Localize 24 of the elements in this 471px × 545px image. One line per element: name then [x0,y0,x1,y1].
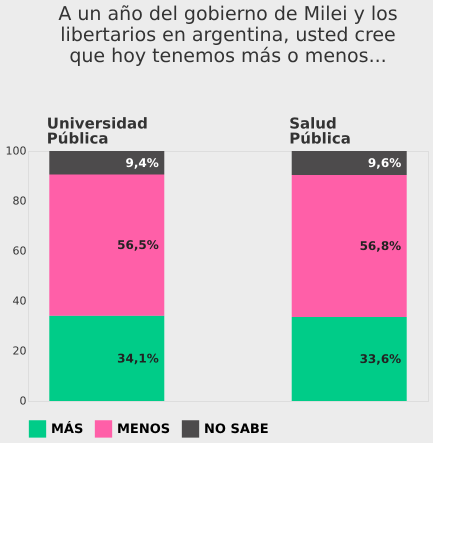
y-tick-label: 80 [12,194,26,208]
y-tick-label: 40 [12,294,26,308]
y-tick-label: 0 [20,394,26,408]
legend-label: NO SABE [204,422,269,437]
bar [292,317,407,401]
x-tick-label: Universidad Pública [46,114,148,148]
y-tick-label: 100 [6,144,26,158]
legend-label: MÁS [51,420,84,437]
bar [49,151,164,174]
y-tick-label: 20 [12,344,26,358]
data-label: 33,6% [360,352,402,366]
data-label: 9,4% [126,156,159,170]
legend-label: MENOS [117,422,170,437]
data-label: 34,1% [117,351,159,366]
data-label: 56,5% [117,238,159,252]
bar [292,175,407,317]
bar [292,151,407,175]
chart-title: A un año del gobierno de Milei y los libertarios en argentina, usted cree que hoy tenemos más o menos... [58,3,398,67]
data-label: 56,8% [360,239,402,253]
y-tick-label: 60 [12,244,26,258]
bar [49,316,164,401]
data-label: 9,6% [368,156,402,170]
bar [49,174,164,316]
x-tick-label: Salud Pública [289,114,351,148]
